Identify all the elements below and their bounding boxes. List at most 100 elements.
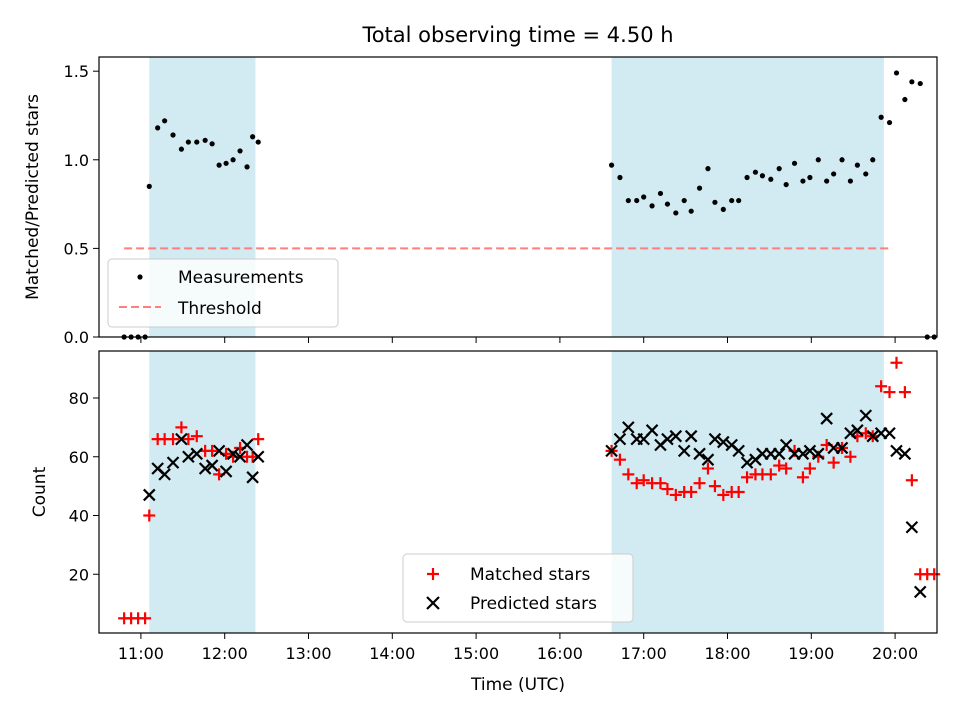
predicted-star-point [859, 409, 873, 422]
bottom-xtick-label: 18:00 [704, 644, 750, 663]
bottom-xtick-label: 14:00 [369, 644, 415, 663]
measurement-point [839, 157, 845, 163]
matched-star-point [669, 488, 682, 501]
predicted-star-point [613, 432, 627, 446]
bottom-legend-box [402, 553, 634, 623]
measurement-point [831, 171, 837, 177]
shaded-region-1 [611, 57, 884, 337]
measurement-point [712, 199, 718, 205]
legend-predicted-label: Predicted stars [470, 594, 597, 614]
measurement-point [854, 162, 860, 168]
predicted-star-point [796, 447, 810, 461]
predicted-star-point [866, 429, 880, 443]
measurement-point [681, 197, 687, 204]
measurement-point [800, 178, 806, 184]
measurement-point [230, 157, 236, 163]
measurement-point [720, 206, 726, 213]
measurement-point [237, 148, 243, 154]
predicted-star-point [205, 459, 219, 472]
predicted-star-point [251, 450, 265, 464]
bottom-xtick-label: 11:00 [118, 644, 164, 663]
predicted-star-point [851, 424, 864, 437]
measurement-point [909, 79, 915, 85]
measurement-point [744, 174, 750, 181]
predicted-star-point [905, 520, 919, 534]
measurement-point [146, 183, 152, 189]
matched-star-point [701, 462, 714, 475]
bottom-xtick-label: 12:00 [202, 644, 248, 663]
measurement-point [194, 139, 200, 145]
predicted-star-point [645, 424, 659, 437]
bottom-xlabel: Time (UTC) [470, 675, 565, 695]
predicted-stars-series [143, 409, 927, 599]
bottom-axes-ticks: 20 40 60 80 11:00 12:00 13:00 14:00 15:00 16:00 17… [69, 389, 919, 663]
bottom-xtick-label: 20:00 [872, 644, 918, 663]
matched-star-point [898, 386, 911, 399]
top-ytick-label: 1.0 [64, 151, 89, 170]
measurement-point [634, 197, 640, 204]
top-axes-frame [98, 56, 938, 338]
predicted-star-point [622, 421, 635, 434]
predicted-star-point [684, 429, 698, 443]
measurement-point [244, 164, 250, 170]
matched-star-point [143, 509, 156, 522]
bottom-ytick-label: 60 [69, 448, 89, 467]
top-legend: Measurements Threshold [107, 258, 339, 328]
measurement-point [216, 162, 222, 168]
predicted-star-point [913, 585, 927, 599]
measurement-point [736, 197, 742, 204]
measurement-point [696, 185, 703, 191]
matched-star-point [252, 433, 265, 446]
measurement-point [807, 174, 813, 181]
matched-star-point [206, 444, 219, 457]
measurement-point [657, 190, 664, 197]
predicted-star-point [605, 444, 618, 458]
measurement-point [255, 139, 261, 145]
measurement-point [815, 157, 821, 163]
bottom-shaded-regions [149, 351, 884, 633]
measurement-point [223, 160, 229, 166]
predicted-star-point [246, 471, 259, 484]
matched-star-point [905, 474, 918, 487]
predicted-star-point [820, 412, 833, 425]
shaded-region-0 [149, 351, 256, 633]
measurement-point [170, 132, 176, 138]
predicted-star-point [677, 444, 691, 458]
matched-star-point [890, 356, 903, 369]
top-shaded-regions [149, 57, 884, 337]
predicted-star-point [717, 435, 730, 449]
predicted-star-point [175, 432, 188, 446]
bottom-xtick-label: 15:00 [453, 644, 499, 663]
matched-star-point [630, 477, 643, 490]
matched-star-point [246, 450, 259, 463]
matched-star-point [717, 488, 730, 501]
measurement-point [162, 118, 168, 124]
bottom-ytick-label: 80 [69, 389, 89, 408]
legend-matched-label: Matched stars [470, 565, 590, 585]
matched-star-point [803, 462, 816, 475]
measurement-point [902, 96, 908, 103]
predicted-star-point [226, 447, 240, 461]
measurement-point [729, 197, 735, 204]
matched-star-point [928, 568, 941, 581]
predicted-star-point [890, 444, 903, 458]
top-ytick-label: 0.0 [64, 328, 89, 347]
measurement-point [776, 166, 782, 172]
predicted-star-point [898, 447, 912, 461]
predicted-star-point [701, 453, 715, 466]
legend-measurements-marker [137, 274, 143, 280]
measurement-point [917, 80, 923, 87]
bottom-ytick-label: 20 [69, 565, 89, 584]
matched-star-point [661, 483, 674, 496]
matched-star-point [827, 456, 840, 469]
matched-star-point [190, 430, 203, 443]
top-ytick-label: 0.5 [64, 239, 89, 258]
measurement-point [185, 139, 191, 145]
measurement-point [893, 70, 900, 76]
measurement-point [791, 160, 798, 166]
legend-predicted-marker [426, 596, 440, 610]
matched-star-point [637, 474, 650, 487]
matched-star-point [708, 480, 721, 493]
predicted-star-point [212, 444, 226, 458]
bottom-xtick-label: 13:00 [285, 644, 331, 663]
